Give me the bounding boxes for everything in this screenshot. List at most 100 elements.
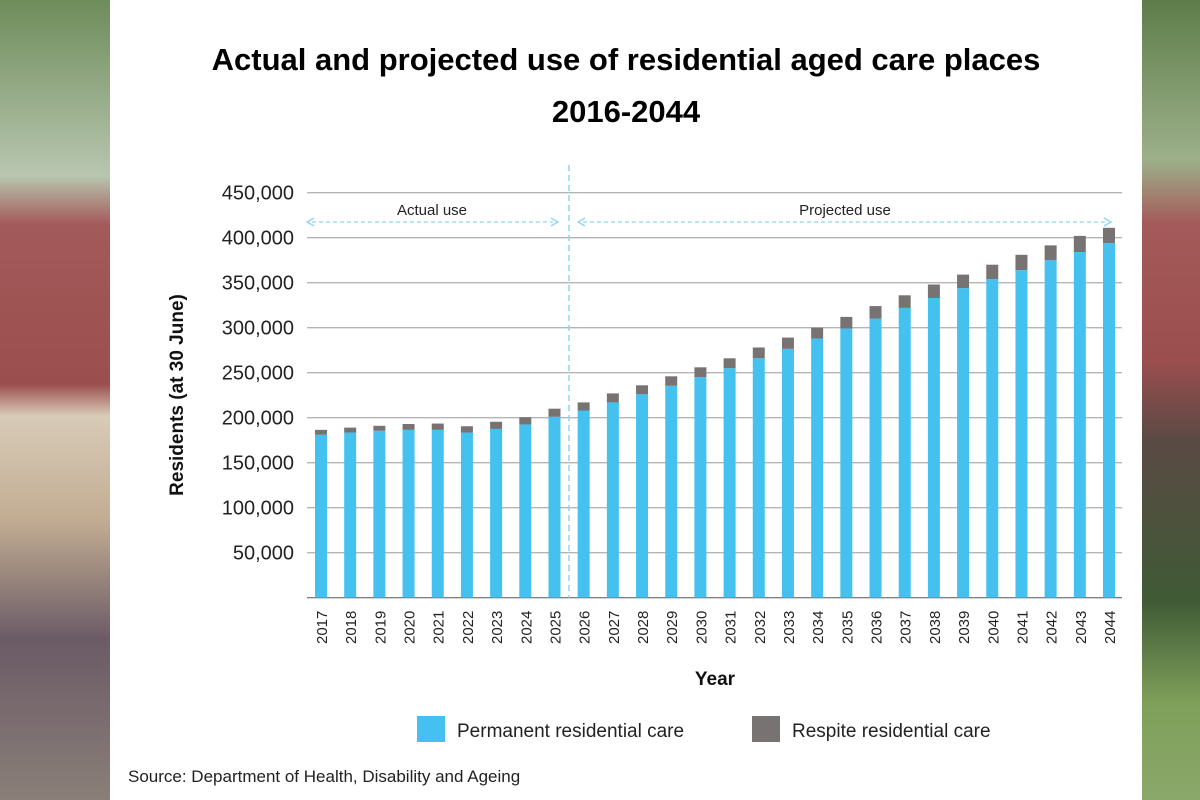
- bar-respite: [548, 408, 561, 417]
- bar-permanent: [636, 394, 649, 598]
- x-tick-label: 2032: [752, 611, 769, 644]
- source-note: Source: Department of Health, Disability…: [128, 767, 520, 786]
- bar-permanent: [1103, 243, 1115, 598]
- bar-respite: [781, 337, 794, 349]
- bar-permanent: [811, 338, 824, 598]
- bar-permanent: [1015, 270, 1028, 598]
- bar-respite: [1103, 227, 1115, 244]
- projected-use-label: Projected use: [799, 202, 891, 219]
- bar-respite: [1044, 245, 1057, 261]
- x-tick-label: 2018: [343, 611, 360, 644]
- bar-permanent: [548, 416, 561, 598]
- title-line-1: Actual and projected use of residential …: [211, 42, 1041, 77]
- bar-respite: [606, 393, 619, 403]
- bar-permanent: [344, 432, 357, 598]
- bar-permanent: [402, 429, 415, 598]
- title-line-2: 2016-2044: [551, 94, 701, 129]
- bar-respite: [373, 425, 386, 431]
- bar-permanent: [869, 318, 882, 598]
- x-tick-label: 2017: [314, 611, 331, 644]
- x-tick-label: 2036: [869, 611, 886, 644]
- legend-swatch-respite: [752, 716, 780, 742]
- bar-respite: [927, 284, 940, 298]
- x-tick-label: 2039: [956, 611, 973, 644]
- x-tick-label: 2019: [372, 611, 389, 644]
- bar-permanent: [723, 368, 736, 598]
- x-tick-label: 2027: [606, 611, 623, 644]
- bar-permanent: [431, 429, 444, 598]
- bar-permanent: [898, 307, 911, 598]
- x-tick-label: 2038: [927, 611, 944, 644]
- actual-use-label: Actual use: [397, 202, 467, 219]
- x-tick-label: 2026: [577, 611, 594, 644]
- y-tick-label: 250,000: [222, 363, 294, 385]
- background-photo-left: [0, 0, 110, 800]
- bar-respite: [869, 306, 882, 319]
- x-tick-label: 2044: [1102, 611, 1119, 644]
- bar-respite: [898, 295, 911, 308]
- x-tick-label: 2041: [1014, 611, 1031, 644]
- x-tick-label: 2022: [460, 611, 477, 644]
- bar-permanent: [490, 428, 503, 598]
- bar-permanent: [1073, 252, 1086, 598]
- x-tick-label: 2031: [723, 611, 740, 644]
- bar-permanent: [840, 328, 853, 598]
- arrowhead-icon: [576, 217, 586, 227]
- x-tick-label: 2025: [547, 611, 564, 644]
- bar-permanent: [460, 432, 473, 598]
- bar-respite: [811, 327, 824, 339]
- y-axis-title: Residents (at 30 June): [167, 294, 188, 496]
- chart-panel: [110, 0, 1142, 800]
- bar-respite: [752, 347, 765, 359]
- bar-permanent: [1044, 260, 1057, 598]
- x-axis-title: Year: [695, 669, 736, 690]
- bar-respite: [315, 429, 327, 435]
- x-tick-label: 2020: [402, 611, 419, 644]
- bar-permanent: [373, 430, 386, 598]
- y-tick-label: 50,000: [233, 543, 294, 565]
- bar-respite: [431, 423, 444, 430]
- arrowhead-icon: [1103, 217, 1113, 227]
- background-photo-right: [1142, 0, 1200, 800]
- bar-respite: [402, 424, 415, 430]
- y-tick-label: 400,000: [222, 228, 294, 250]
- x-tick-label: 2028: [635, 611, 652, 644]
- bar-respite: [344, 427, 357, 433]
- bar-permanent: [606, 402, 619, 598]
- chart-title: Actual and projected use of residential …: [110, 34, 1142, 138]
- y-tick-label: 350,000: [222, 273, 294, 295]
- bar-respite: [490, 421, 503, 429]
- y-tick-label: 450,000: [222, 183, 294, 205]
- bar-respite: [1073, 235, 1086, 253]
- bar-respite: [957, 274, 970, 289]
- bar-permanent: [781, 348, 794, 598]
- bar-permanent: [665, 385, 678, 598]
- x-tick-label: 2043: [1073, 611, 1090, 644]
- bar-permanent: [927, 298, 940, 598]
- bar-permanent: [694, 377, 707, 598]
- x-tick-label: 2035: [839, 611, 856, 644]
- bar-permanent: [752, 358, 765, 598]
- x-tick-label: 2029: [664, 611, 681, 644]
- bar-respite: [840, 316, 853, 329]
- legend-label-respite: Respite residential care: [792, 721, 991, 742]
- bar-permanent: [519, 424, 532, 598]
- legend-label-permanent: Permanent residential care: [457, 721, 684, 742]
- bar-respite: [519, 417, 532, 425]
- x-tick-label: 2033: [781, 611, 798, 644]
- bar-respite: [1015, 254, 1028, 271]
- y-tick-label: 100,000: [222, 498, 294, 520]
- bar-respite: [723, 358, 736, 369]
- bar-respite: [986, 264, 999, 280]
- x-tick-label: 2030: [693, 611, 710, 644]
- arrowhead-icon: [305, 217, 315, 227]
- legend-swatch-permanent: [417, 716, 445, 742]
- y-tick-label: 150,000: [222, 453, 294, 475]
- x-tick-label: 2040: [985, 611, 1002, 644]
- x-tick-label: 2037: [898, 611, 915, 644]
- y-tick-label: 200,000: [222, 408, 294, 430]
- bar-permanent: [957, 288, 970, 598]
- bar-permanent: [577, 410, 590, 598]
- x-tick-label: 2042: [1044, 611, 1061, 644]
